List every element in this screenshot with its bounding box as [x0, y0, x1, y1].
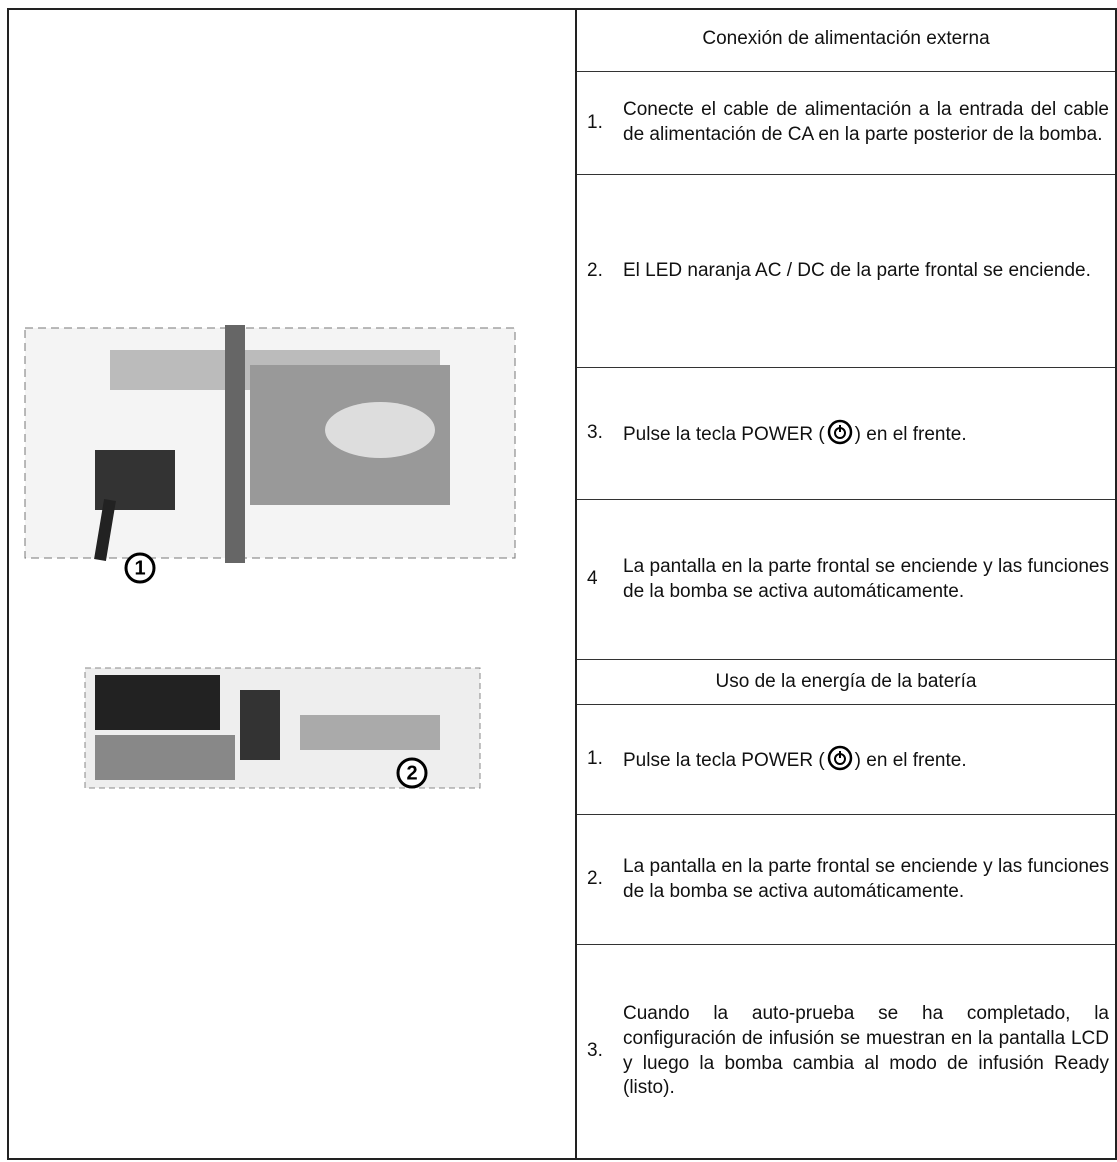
step-row: 3. Cuando la auto-prueba se ha completado…	[577, 945, 1115, 1158]
figure-rear	[24, 325, 516, 584]
step-text: La pantalla en la parte frontal se encie…	[623, 555, 1109, 602]
step-text: Pulse la tecla POWER (	[623, 424, 825, 446]
power-icon	[827, 745, 852, 771]
step-number: 2.	[587, 868, 603, 890]
step-row: 2. El LED naranja AC / DC de la parte fro…	[577, 175, 1115, 368]
section-title: Conexión de alimentación externa	[577, 8, 1115, 72]
step-text-box: Pulse la tecla POWER ( ) en el frente.	[623, 419, 1115, 448]
figure-label: 2	[406, 762, 417, 784]
step-row: 1. Conecte el cable de alimentación a la …	[577, 72, 1115, 175]
step-number: 2.	[587, 259, 603, 281]
step-row: 2. La pantalla en la parte frontal se enc…	[577, 815, 1115, 945]
step-text-box: La pantalla en la parte frontal se encie…	[623, 555, 1115, 604]
step-number: 1.	[587, 748, 603, 770]
step-text: Pulse la tecla POWER (	[623, 750, 825, 772]
figure-label: 1	[134, 557, 145, 579]
figure-front	[84, 667, 481, 789]
step-text-box: Cuando la auto-prueba se ha completado, …	[623, 1002, 1115, 1101]
step-text-box: El LED naranja AC / DC de la parte front…	[623, 259, 1115, 284]
step-row: 3. Pulse la tecla POWER ( ) en el frente.	[577, 368, 1115, 500]
power-icon	[827, 419, 852, 445]
figures: 12	[24, 325, 516, 789]
step-number: 4	[587, 568, 598, 590]
step-text: El LED naranja AC / DC de la parte front…	[623, 259, 1091, 281]
step-number: 3.	[587, 1040, 603, 1062]
step-text: Conecte el cable de alimentación a la en…	[623, 99, 1109, 145]
step-text: La pantalla en la parte frontal se encie…	[623, 855, 1109, 902]
step-text-box: Pulse la tecla POWER ( ) en el frente.	[623, 745, 1115, 774]
step-row: 1. Pulse la tecla POWER ( ) en el frente.	[577, 705, 1115, 815]
step-number: 1.	[587, 111, 603, 133]
column-divider	[575, 8, 577, 1160]
section-title: Uso de la energía de la batería	[577, 660, 1115, 705]
table-border	[7, 8, 1117, 1160]
step-text-box: La pantalla en la parte frontal se encie…	[623, 855, 1115, 904]
step-text: ) en el frente.	[854, 750, 967, 772]
step-number: 3.	[587, 422, 603, 444]
step-text: ) en el frente.	[854, 424, 967, 446]
step-text: Cuando la auto-prueba se ha completado, …	[623, 1003, 1109, 1099]
step-text-box: Conecte el cable de alimentación a la en…	[623, 98, 1115, 147]
step-row: 4 La pantalla en la parte frontal se enci…	[577, 500, 1115, 660]
